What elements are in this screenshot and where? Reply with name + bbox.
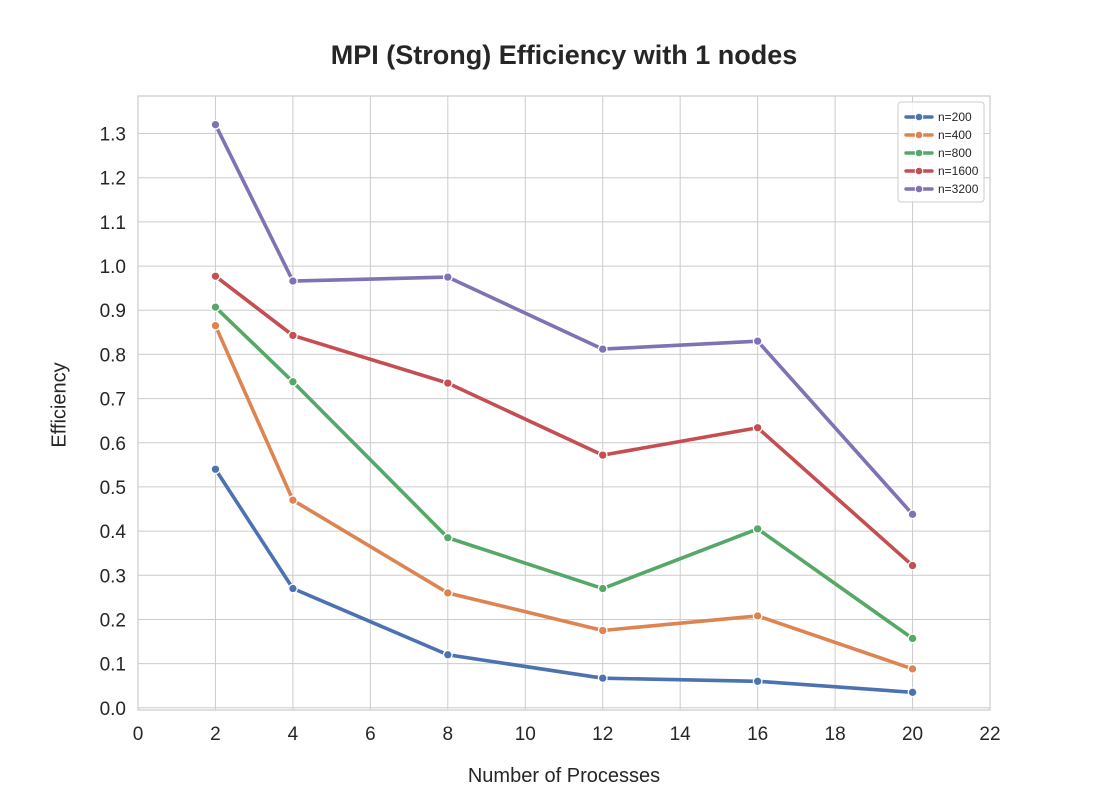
y-tick-label: 0.7 xyxy=(100,390,126,411)
x-tick-label: 10 xyxy=(515,724,536,745)
data-point xyxy=(287,330,298,341)
legend-label: n=400 xyxy=(938,128,972,142)
x-tick-label: 0 xyxy=(133,724,144,745)
x-axis-ticks: 0 2 4 6 8 10 12 14 16 18 20 22 xyxy=(133,724,1001,745)
y-tick-label: 1.1 xyxy=(100,213,126,234)
y-tick-label: 0.8 xyxy=(100,345,126,366)
legend-marker xyxy=(914,148,924,158)
legend-item: n=800 xyxy=(904,146,972,160)
data-point xyxy=(752,422,763,433)
legend: n=200 n=400 n=800 n=1600 n=3200 xyxy=(897,101,985,203)
legend-marker xyxy=(914,130,924,140)
y-tick-label: 0.3 xyxy=(100,566,126,587)
data-point xyxy=(287,276,298,287)
series-line xyxy=(213,274,915,568)
series-lines xyxy=(210,119,918,698)
data-point xyxy=(287,376,298,387)
data-point xyxy=(597,625,608,636)
data-point xyxy=(210,320,221,331)
legend-marker xyxy=(914,112,924,122)
data-point xyxy=(907,687,918,698)
legend-label: n=1600 xyxy=(938,164,979,178)
data-point xyxy=(442,587,453,598)
data-point xyxy=(442,272,453,283)
chart-title: MPI (Strong) Efficiency with 1 nodes xyxy=(330,40,798,70)
data-point xyxy=(442,378,453,389)
y-tick-label: 1.0 xyxy=(100,257,126,278)
y-axis-ticks: 0.0 0.1 0.2 0.3 0.4 0.5 0.6 0.7 0.8 0.9 1.0 1.1 1.2 1… xyxy=(100,125,127,720)
x-axis-label: Number of Processes xyxy=(467,765,661,787)
data-point xyxy=(210,302,221,313)
data-point xyxy=(907,663,918,674)
x-tick-label: 22 xyxy=(979,724,1000,745)
y-tick-label: 0.4 xyxy=(100,522,127,543)
x-tick-label: 20 xyxy=(902,724,923,745)
y-tick-label: 0.6 xyxy=(100,434,126,455)
data-point xyxy=(287,583,298,594)
legend-marker xyxy=(914,184,924,194)
data-point xyxy=(287,495,298,506)
data-point xyxy=(442,532,453,543)
y-tick-label: 0.1 xyxy=(100,655,126,676)
y-tick-label: 0.2 xyxy=(100,610,126,631)
legend-label: n=800 xyxy=(938,146,972,160)
y-tick-label: 0.5 xyxy=(100,478,126,499)
series-n=200 xyxy=(210,464,918,698)
series-line xyxy=(213,122,915,517)
series-line xyxy=(213,323,915,671)
series-line xyxy=(213,305,915,641)
data-point xyxy=(752,523,763,534)
grid-lines xyxy=(137,96,991,710)
legend-item: n=400 xyxy=(904,128,972,142)
legend-label: n=3200 xyxy=(938,182,979,196)
data-point xyxy=(752,676,763,687)
data-point xyxy=(597,344,608,355)
x-tick-label: 16 xyxy=(747,724,768,745)
data-point xyxy=(907,633,918,644)
data-point xyxy=(907,509,918,520)
x-tick-label: 12 xyxy=(592,724,613,745)
legend-box xyxy=(897,101,985,203)
data-point xyxy=(907,560,918,571)
x-tick-label: 8 xyxy=(443,724,454,745)
series-n=3200 xyxy=(210,119,918,520)
series-n=400 xyxy=(210,320,918,674)
y-tick-label: 1.3 xyxy=(100,125,126,146)
data-point xyxy=(597,583,608,594)
x-tick-label: 2 xyxy=(210,724,221,745)
data-point xyxy=(597,450,608,461)
legend-label: n=200 xyxy=(938,110,972,124)
data-point xyxy=(210,464,221,475)
legend-item: n=1600 xyxy=(904,164,979,178)
data-point xyxy=(597,673,608,684)
data-point xyxy=(442,649,453,660)
plot-area-frame xyxy=(137,95,991,711)
data-point xyxy=(210,271,221,282)
x-tick-label: 18 xyxy=(825,724,846,745)
data-point xyxy=(752,336,763,347)
y-tick-label: 0.9 xyxy=(100,301,126,322)
x-tick-label: 14 xyxy=(670,724,692,745)
legend-item: n=200 xyxy=(904,110,972,124)
series-line xyxy=(213,467,915,695)
data-point xyxy=(752,610,763,621)
series-n=800 xyxy=(210,302,918,644)
x-tick-label: 6 xyxy=(365,724,376,745)
x-tick-label: 4 xyxy=(288,724,299,745)
y-tick-label: 1.2 xyxy=(100,169,126,190)
legend-item: n=3200 xyxy=(904,182,979,196)
y-tick-label: 0.0 xyxy=(100,699,126,720)
data-point xyxy=(210,119,221,130)
legend-marker xyxy=(914,166,924,176)
series-n=1600 xyxy=(210,271,918,571)
